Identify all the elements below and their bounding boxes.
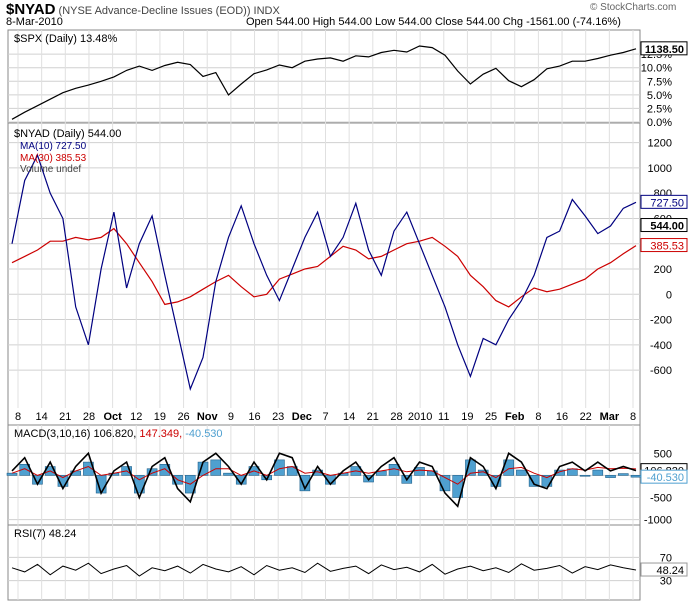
x-tick-label: 26 <box>177 411 189 423</box>
macd-histogram-bar <box>210 459 222 476</box>
y-tick-label: 200 <box>654 264 672 276</box>
x-tick-label: 7 <box>322 411 328 423</box>
macd-histogram-bar <box>605 475 616 478</box>
y-tick-label: 2.5% <box>647 103 672 115</box>
y-tick-label: 1200 <box>648 138 672 150</box>
legend-ma30: MA(30) 385.53 <box>20 153 87 164</box>
ma10-series-line <box>11 153 637 392</box>
macd-signal-line <box>11 465 637 485</box>
macd-histogram-bar <box>579 475 591 477</box>
macd-histogram-bar <box>146 468 158 476</box>
spx-series-line <box>11 45 637 120</box>
x-tick-label: 14 <box>36 411 48 423</box>
macd-histogram-bar <box>516 469 527 476</box>
y-tick-label: -200 <box>650 315 672 327</box>
nyad-last-value: 544.00 <box>650 221 684 233</box>
macd-histogram-bar <box>630 475 642 478</box>
macd-histogram-bar <box>414 467 425 476</box>
x-tick-label: 11 <box>438 411 449 423</box>
y-tick-label: -500 <box>650 492 672 504</box>
x-tick-label: Mar <box>600 411 620 423</box>
rsi-last-value: 48.24 <box>656 565 684 577</box>
legend-volume: Volume undef <box>20 164 81 175</box>
y-tick-label: 7.5% <box>647 76 672 88</box>
chart-header: $NYAD (NYSE Advance-Decline Issues (EOD)… <box>6 1 280 18</box>
x-tick-label: 21 <box>59 411 71 423</box>
spx-last-value: 1138.50 <box>645 44 684 56</box>
x-tick-label: 28 <box>83 411 95 423</box>
ma10-last-value-box <box>640 194 688 209</box>
y-tick-label: 5.0% <box>647 90 672 102</box>
rsi-last-value-box <box>640 562 688 577</box>
macd-panel-title: MACD(3,10,16) 106.820, 147.349, -40.530 <box>14 428 223 440</box>
x-tick-label: 16 <box>556 411 568 423</box>
macd-histogram-bar <box>592 469 604 476</box>
x-tick-label: 14 <box>343 411 355 423</box>
macd-histogram-bar <box>554 469 565 476</box>
y-tick-label: 500 <box>654 448 672 460</box>
x-tick-label: Oct <box>103 411 122 423</box>
y-tick-label: 0 <box>666 289 672 301</box>
y-tick-label: -400 <box>650 340 672 352</box>
x-axis-labels: 8 14 21 28 Oct 12 19 26 Nov 9 16 23 Dec 7 14 21 28 2010 11… <box>15 411 636 423</box>
x-tick-label: 19 <box>154 411 166 423</box>
macd-histogram-bar <box>528 475 540 487</box>
x-tick-label: Dec <box>292 411 312 423</box>
x-tick-label: 2010 <box>408 411 432 423</box>
rsi-panel-title: RSI(7) 48.24 <box>14 528 76 540</box>
ma30-last-value-box <box>640 238 688 253</box>
x-tick-label: 25 <box>485 411 497 423</box>
y-tick-label: 30 <box>660 576 672 588</box>
macd-histogram-bar <box>223 472 234 476</box>
x-tick-label: 8 <box>535 411 541 423</box>
x-tick-label: Nov <box>197 411 219 423</box>
macd-histogram-bar <box>617 473 629 476</box>
chart-marks: 1138.50727.50544.00385.53106.820-40.5304… <box>6 41 688 577</box>
histogram-last-value-box <box>640 469 688 484</box>
ma30-last-value: 385.53 <box>650 241 684 253</box>
x-tick-label: 23 <box>272 411 284 423</box>
macd-line <box>11 451 637 508</box>
x-tick-label: 16 <box>248 411 260 423</box>
nyad-panel-title: $NYAD (Daily) 544.00 <box>14 128 121 140</box>
rsi-panel <box>7 524 641 601</box>
x-tick-label: Feb <box>505 411 525 423</box>
y-tick-label: 1000 <box>648 163 672 175</box>
histogram-last-value: -40.530 <box>647 472 684 484</box>
nyad-last-value-box <box>640 218 688 233</box>
y-tick-label: 70 <box>660 552 672 564</box>
symbol-title: (NYSE Advance-Decline Issues (EOD)) <box>58 5 251 17</box>
x-tick-label: 22 <box>580 411 592 423</box>
x-tick-label: 21 <box>367 411 379 423</box>
y-tick-label: -1000 <box>644 515 672 527</box>
watermark: © StockCharts.com <box>590 2 677 13</box>
y-tick-label: 10.0% <box>641 63 672 75</box>
x-tick-label: 19 <box>461 411 473 423</box>
x-tick-label: 12 <box>130 411 142 423</box>
y-axis-labels: 0.0%2.5%5.0%7.5%10.0%12.5%-600-400-20002… <box>641 49 672 587</box>
macd-histogram-bar <box>299 475 311 492</box>
spx-panel-title: $SPX (Daily) 13.48% <box>14 33 118 45</box>
y-tick-label: -600 <box>650 365 672 377</box>
macd-histogram-bar <box>6 472 18 476</box>
symbol: $NYAD <box>6 1 56 18</box>
ohlc-readout: Open 544.00 High 544.00 Low 544.00 Close… <box>246 16 621 28</box>
grid <box>8 30 640 600</box>
x-tick-label: 28 <box>390 411 402 423</box>
ma30-series-line <box>11 227 637 308</box>
y-tick-label: 0.0% <box>647 117 672 129</box>
x-tick-label: 9 <box>228 411 234 423</box>
exchange: INDX <box>253 5 280 17</box>
ma10-last-value: 727.50 <box>650 197 684 209</box>
spx-last-value-box <box>640 41 688 56</box>
rsi-series-line <box>11 562 637 577</box>
legend-ma10: MA(10) 727.50 <box>20 141 87 152</box>
chart-date: 8-Mar-2010 <box>6 16 63 28</box>
x-tick-label: 8 <box>630 411 636 423</box>
macd-histogram-bar <box>541 475 553 487</box>
x-tick-label: 8 <box>15 411 21 423</box>
